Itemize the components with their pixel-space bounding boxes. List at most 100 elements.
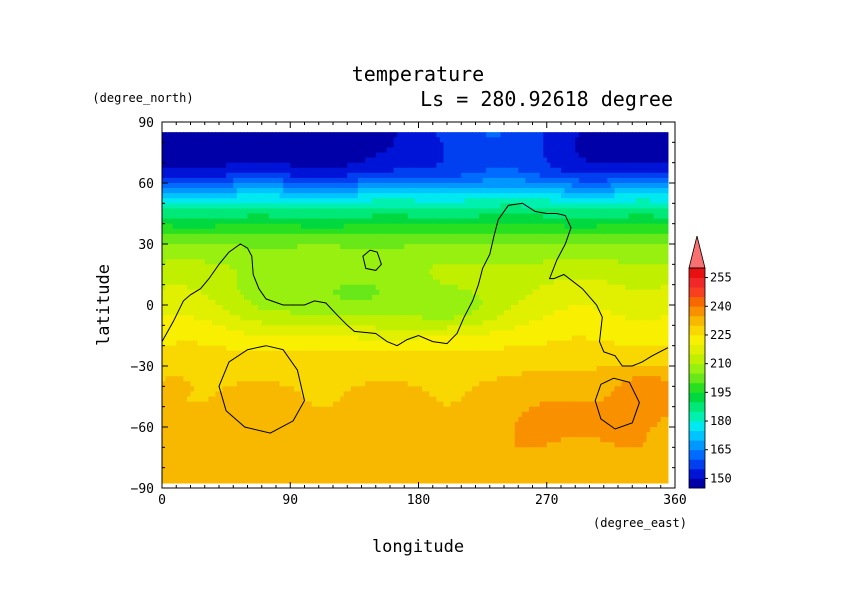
heatmap-cell <box>162 223 167 230</box>
heatmap-cell <box>204 305 209 311</box>
heatmap-cell <box>550 198 555 204</box>
heatmap-cell <box>521 279 526 286</box>
heatmap-cell <box>660 259 665 265</box>
heatmap-cell <box>172 167 177 174</box>
heatmap-cell <box>664 157 669 164</box>
heatmap-cell <box>311 254 316 260</box>
heatmap-cell <box>254 193 259 199</box>
heatmap-cell <box>322 208 327 215</box>
heatmap-cell <box>176 228 181 235</box>
heatmap-cell <box>511 162 516 169</box>
heatmap-cell <box>468 244 473 250</box>
heatmap-cell <box>461 142 466 149</box>
heatmap-cell <box>219 249 224 255</box>
heatmap-cell <box>468 177 473 184</box>
heatmap-cell <box>511 228 516 235</box>
heatmap-cell <box>518 228 523 235</box>
heatmap-cell <box>500 279 505 286</box>
heatmap-cell <box>585 147 591 154</box>
heatmap-cell <box>528 203 534 210</box>
heatmap-cell <box>607 132 612 138</box>
heatmap-cell <box>496 132 502 138</box>
heatmap-cell <box>361 294 366 301</box>
heatmap-cell <box>454 213 459 220</box>
heatmap-cell <box>596 142 601 149</box>
heatmap-cell <box>657 259 662 265</box>
heatmap-cell <box>628 132 633 138</box>
heatmap-cell <box>190 310 195 316</box>
heatmap-cell <box>407 177 412 184</box>
heatmap-cell <box>585 132 591 138</box>
heatmap-cell <box>585 294 591 301</box>
heatmap-cell <box>646 233 651 240</box>
heatmap-cell <box>336 137 341 143</box>
heatmap-cell <box>632 223 637 230</box>
heatmap-cell <box>293 238 298 245</box>
heatmap-cell <box>589 238 594 245</box>
heatmap-cell <box>582 218 587 225</box>
heatmap-cell <box>197 147 202 154</box>
heatmap-cell <box>650 269 655 276</box>
heatmap-cell <box>308 152 313 159</box>
heatmap-cell <box>386 279 391 286</box>
heatmap-cell <box>354 213 359 220</box>
heatmap-cell <box>215 294 220 301</box>
heatmap-cell <box>610 289 616 296</box>
heatmap-cell <box>283 254 288 260</box>
heatmap-cell <box>496 183 502 189</box>
heatmap-cell <box>172 269 177 276</box>
heatmap-cell <box>222 223 227 230</box>
heatmap-cell <box>390 167 395 174</box>
heatmap-cell <box>172 279 177 286</box>
heatmap-cell <box>343 279 348 286</box>
heatmap-cell <box>504 183 509 189</box>
heatmap-cell <box>208 218 213 225</box>
heatmap-cell <box>422 193 427 199</box>
heatmap-cell <box>397 208 402 215</box>
heatmap-cell <box>532 299 537 306</box>
heatmap-cell <box>539 233 544 240</box>
heatmap-cell <box>500 305 505 311</box>
heatmap-cell <box>596 244 601 250</box>
heatmap-cell <box>251 203 256 210</box>
heatmap-cell <box>561 188 566 194</box>
heatmap-cell <box>496 274 502 281</box>
heatmap-cell <box>222 193 227 199</box>
heatmap-cell <box>197 137 202 143</box>
heatmap-cell <box>379 299 384 306</box>
heatmap-cell <box>618 193 623 199</box>
heatmap-cell <box>536 137 541 143</box>
heatmap-cell <box>600 274 605 281</box>
heatmap-cell <box>618 157 623 164</box>
heatmap-cell <box>439 259 445 265</box>
heatmap-cell <box>507 289 512 296</box>
heatmap-cell <box>439 152 445 159</box>
heatmap-cell <box>354 299 359 306</box>
heatmap-cell <box>308 218 313 225</box>
heatmap-cell <box>450 188 455 194</box>
heatmap-cell <box>322 167 327 174</box>
heatmap-cell <box>272 305 277 311</box>
heatmap-cell <box>229 274 234 281</box>
heatmap-cell <box>276 147 281 154</box>
heatmap-cell <box>443 274 448 281</box>
heatmap-cell <box>582 147 587 154</box>
heatmap-cell <box>251 188 256 194</box>
heatmap-cell <box>329 177 334 184</box>
heatmap-cell <box>454 244 459 250</box>
heatmap-cell <box>493 208 498 215</box>
heatmap-cell <box>226 254 231 260</box>
heatmap-cell <box>233 213 238 220</box>
heatmap-cell <box>318 172 323 179</box>
heatmap-cell <box>568 233 573 240</box>
heatmap-cell <box>390 162 395 169</box>
heatmap-cell <box>208 310 213 316</box>
heatmap-cell <box>635 188 640 194</box>
heatmap-cell <box>568 177 573 184</box>
heatmap-cell <box>489 289 494 296</box>
heatmap-cell <box>400 167 405 174</box>
heatmap-cell <box>550 259 555 265</box>
heatmap-cell <box>585 289 591 296</box>
heatmap-cell <box>340 213 345 220</box>
heatmap-cell <box>229 228 234 235</box>
